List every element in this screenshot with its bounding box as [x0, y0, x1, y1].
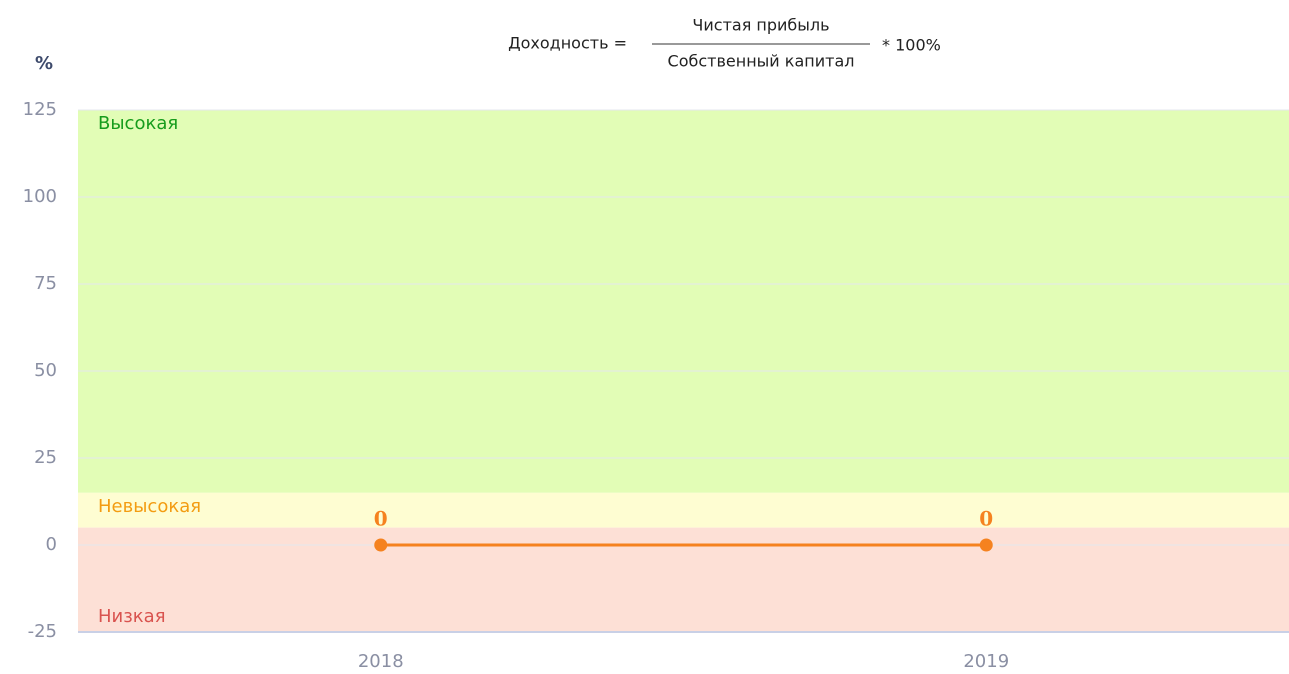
- formula-left: Доходность =: [508, 34, 627, 53]
- band-label: Низкая: [98, 606, 166, 627]
- x-tick-label: 2018: [358, 651, 404, 672]
- band-label: Высокая: [98, 113, 178, 134]
- point: [374, 538, 388, 552]
- band-label: Невысокая: [98, 496, 201, 517]
- y-tick-label: 100: [23, 186, 57, 207]
- formula-numerator: Чистая прибыль: [692, 16, 829, 35]
- band: [78, 492, 1289, 528]
- y-tick-label: 50: [34, 360, 57, 381]
- y-tick-label: 125: [23, 99, 57, 120]
- band: [78, 527, 1289, 632]
- point: [979, 538, 993, 552]
- formula-right: * 100%: [882, 36, 941, 55]
- x-tick-label: 2019: [963, 651, 1009, 672]
- data-label: 0: [979, 507, 993, 531]
- y-tick-label: 0: [46, 534, 57, 555]
- data-label: 0: [374, 507, 388, 531]
- y-tick-label: -25: [28, 621, 57, 642]
- y-tick-label: 75: [34, 273, 57, 294]
- y-tick-label: 25: [34, 447, 57, 468]
- band: [78, 110, 1289, 493]
- y-axis-label: %: [35, 53, 53, 74]
- formula-denominator: Собственный капитал: [668, 52, 855, 71]
